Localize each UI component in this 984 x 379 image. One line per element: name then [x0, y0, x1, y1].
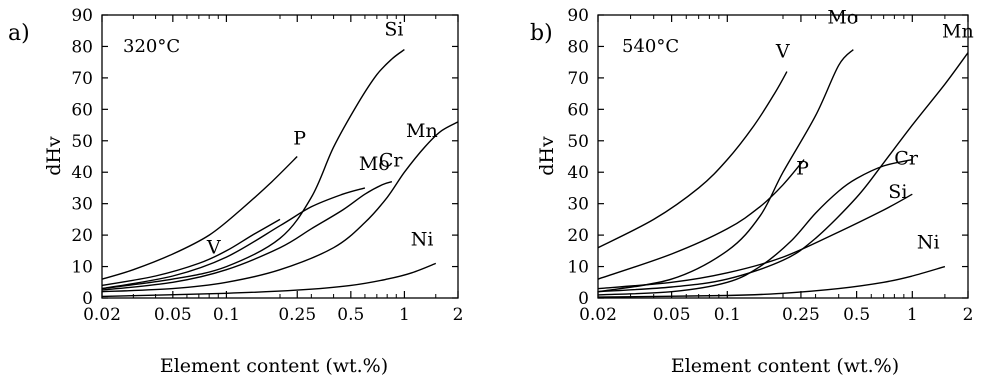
- panel-b-x-tick-label: 0.1: [714, 305, 741, 325]
- panel-a-x-tick-label: 0.05: [154, 305, 192, 325]
- panel-a-series-mo-label: Mo: [359, 153, 390, 175]
- panel-a-y-tick-label: 70: [71, 69, 93, 89]
- panel-b-series-mn-line: [597, 52, 969, 293]
- panel-a-y-tick-label: 30: [71, 195, 93, 215]
- panel-b-series-mn-label: Mn: [942, 21, 974, 43]
- panel-a-series-cr-line: [101, 181, 393, 291]
- panel-b-series-v-label: V: [775, 41, 790, 63]
- panel-a-series-ni-label: Ni: [411, 228, 434, 250]
- panel-a-series-si-line: [101, 49, 405, 290]
- panel-b-x-tick-label: 1: [907, 305, 918, 325]
- panel-a-y-tick-label: 50: [71, 132, 93, 152]
- panel-b-x-tick-label: 0.02: [579, 305, 617, 325]
- panel-a-series-p-line: [101, 156, 298, 280]
- panel-b-y-tick-label: 50: [567, 132, 589, 152]
- panel-a-x-tick-label: 1: [399, 305, 410, 325]
- panel-b-y-tick-label: 70: [567, 69, 589, 89]
- panel-a-x-tick-label: 0.1: [213, 305, 240, 325]
- panel-b-series-ni-line: [597, 265, 946, 298]
- panel-a-y-tick-label: 40: [71, 163, 93, 183]
- panel-b-x-tick-label: 0.25: [782, 305, 820, 325]
- panel-a-series-v-label: V: [206, 236, 221, 258]
- panel-b-y-tick-label: 40: [567, 163, 589, 183]
- panel-a-y-axis-title: dHv: [43, 136, 65, 176]
- panel-b-temperature-label: 540°C: [622, 36, 679, 57]
- panel-a-series-mo-line: [101, 187, 366, 290]
- panel-a-series-mn-line: [101, 121, 459, 293]
- panel-a-x-tick-label: 0.02: [83, 305, 121, 325]
- panel-b-x-tick-label: 0.5: [843, 305, 870, 325]
- panel-b-series-cr-line: [597, 158, 913, 296]
- panel-a-series-cr-label: Cr: [379, 150, 404, 172]
- panel-b-series-cr-label: Cr: [894, 148, 919, 170]
- panel-b-y-tick-label: 80: [567, 37, 589, 57]
- panel-a-y-tick-label: 10: [71, 258, 93, 278]
- panel-b-y-tick-label: 90: [567, 6, 589, 26]
- panel-b-y-tick-label: 60: [567, 100, 589, 120]
- panel-b-y-tick-label: 30: [567, 195, 589, 215]
- panel-a-series-p-label: P: [293, 128, 306, 150]
- panel-b-label: b): [530, 21, 553, 46]
- panel-b-y-tick-label: 0: [578, 289, 589, 309]
- panel-b-series-ni-label: Ni: [917, 232, 940, 254]
- panel-b-x-axis-title: Element content (wt.%): [671, 355, 899, 377]
- panel-a-y-tick-label: 80: [71, 37, 93, 57]
- panel-b-series-v-line: [597, 71, 788, 249]
- panel-a-x-tick-label: 0.5: [337, 305, 364, 325]
- panel-b-series-mo-line: [597, 49, 854, 293]
- panel-a-y-tick-label: 60: [71, 100, 93, 120]
- panel-a-x-tick-label: 2: [453, 305, 464, 325]
- panel-a-x-axis-title: Element content (wt.%): [160, 355, 388, 377]
- panel-a-series-si-label: Si: [384, 19, 403, 41]
- panel-b-series-si-label: Si: [888, 181, 907, 203]
- panel-b-x-tick-label: 0.05: [653, 305, 691, 325]
- panel-b: b) dHv Element content (wt.%) 540°C 0 10 2…: [530, 6, 974, 377]
- panel-b-y-tick-label: 10: [567, 258, 589, 278]
- panel-a-plot-frame: [101, 14, 459, 299]
- panel-b-series-p-label: P: [796, 158, 809, 180]
- panel-a-series-ni-line: [101, 262, 437, 298]
- panel-b-series-mo-label: Mo: [827, 7, 858, 29]
- panel-a-series-mn-label: Mn: [406, 120, 438, 142]
- panel-a-y-tick-label: 0: [82, 289, 93, 309]
- panel-b-x-tick-label: 2: [963, 305, 974, 325]
- panel-b-series-si-line: [597, 193, 913, 290]
- panel-a-label: a): [8, 21, 30, 46]
- panel-a-x-tick-label: 0.25: [278, 305, 316, 325]
- panel-a-y-tick-label: 20: [71, 226, 93, 246]
- panel-a: a) dHv Element content (wt.%) 320°C 0 10 2…: [8, 6, 463, 377]
- panel-b-y-tick-label: 20: [567, 226, 589, 246]
- panel-b-series-p-line: [597, 159, 805, 280]
- panel-a-series-v-line: [101, 218, 281, 287]
- panel-a-temperature-label: 320°C: [123, 36, 180, 57]
- panel-b-y-axis-title: dHv: [536, 136, 558, 176]
- panel-a-y-tick-label: 90: [71, 6, 93, 26]
